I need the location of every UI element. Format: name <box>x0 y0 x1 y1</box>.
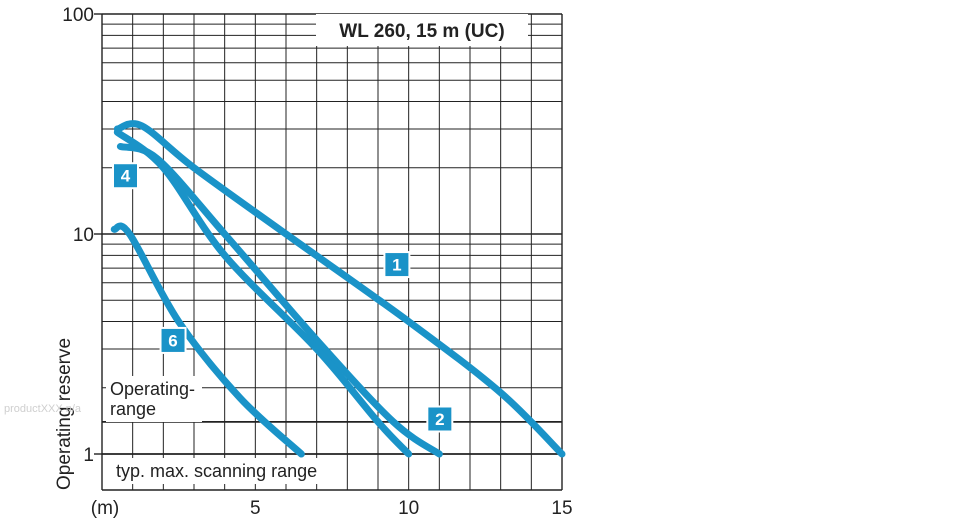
grid <box>94 13 563 491</box>
series-curve-6 <box>110 222 305 458</box>
series-label-1: 1 <box>392 256 401 275</box>
watermark: productXXX n/a <box>4 403 82 415</box>
y-tick-label: 1 <box>83 445 94 466</box>
scanning-range-label: typ. max. scanning range <box>116 461 317 481</box>
x-tick-label: 5 <box>250 498 261 519</box>
series-curve-4 <box>113 128 413 458</box>
title-box <box>316 14 528 46</box>
curves <box>110 120 566 458</box>
y-tick-label: 100 <box>62 5 94 26</box>
chart-title: WL 260, 15 m (UC) <box>339 21 504 42</box>
x-tick-label: 10 <box>398 498 419 519</box>
series-curve-1 <box>113 120 566 458</box>
series-badge-2 <box>428 407 452 431</box>
scanning-range-bg <box>106 458 338 484</box>
series-label-6: 6 <box>168 331 177 350</box>
series-badge-1 <box>385 253 409 277</box>
series-badge-4 <box>114 164 137 188</box>
operating-range-bg <box>106 376 202 422</box>
x-tick-label: 15 <box>551 498 572 519</box>
operating-range-label: Operating- <box>110 379 195 399</box>
labels: Operating-range typ. max. scanning range 5… <box>62 5 572 519</box>
x-axis-label: (m) <box>91 498 119 519</box>
y-axis-label: Operating reserve <box>54 338 75 490</box>
series-label-4: 4 <box>121 167 131 186</box>
y-tick-label: 10 <box>73 225 94 246</box>
series-label-2: 2 <box>435 410 444 429</box>
series-badge-6 <box>161 328 185 352</box>
operating-range-label: range <box>110 399 156 419</box>
